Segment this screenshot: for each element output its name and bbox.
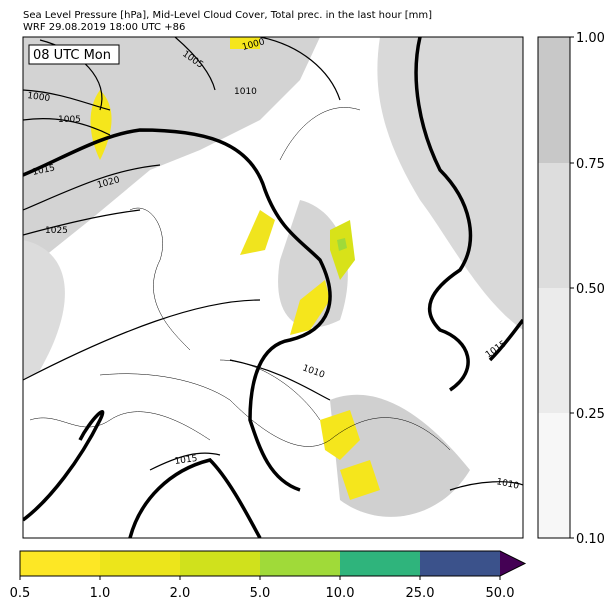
cloud-colorbar: 0.10 0.25 0.50 0.75 1.00 <box>537 31 605 547</box>
precip-tick-label: 1.0 <box>90 586 111 601</box>
precip-tick-label: 25.0 <box>406 586 435 601</box>
map: 08 UTC Mon 1005 1000 1010 1000 1005 1015… <box>22 36 524 539</box>
precip-colorbar: 0.5 1.0 2.0 5.0 10.0 25.0 50.0 <box>10 550 527 601</box>
cloud-tick-label: 0.10 <box>576 532 605 547</box>
isobar-label: 1015 <box>32 163 56 178</box>
isobar-label: 1010 <box>234 87 257 97</box>
precip-tick-label: 50.0 <box>486 586 515 601</box>
precip-tick-label: 0.5 <box>10 586 31 601</box>
cloud-tick-label: 0.25 <box>576 407 605 422</box>
isobar-label: 1025 <box>45 226 68 236</box>
isobar-label: 1005 <box>58 115 81 125</box>
isobar-label: 1015 <box>174 454 198 467</box>
precip-tick-label: 5.0 <box>250 586 271 601</box>
precip-tick-label: 2.0 <box>170 586 191 601</box>
cloud-tick-label: 1.00 <box>576 31 605 46</box>
cloud-tick-label: 0.75 <box>576 157 605 172</box>
title: Sea Level Pressure [hPa], Mid-Level Clou… <box>23 10 432 21</box>
subtitle: WRF 29.08.2019 18:00 UTC +86 <box>23 22 185 33</box>
isobar-label: 1000 <box>27 91 51 104</box>
isobar-label: 1010 <box>495 477 520 492</box>
time-label: 08 UTC Mon <box>33 48 111 63</box>
cloud-tick-label: 0.50 <box>576 282 605 297</box>
precip-tick-label: 10.0 <box>326 586 355 601</box>
